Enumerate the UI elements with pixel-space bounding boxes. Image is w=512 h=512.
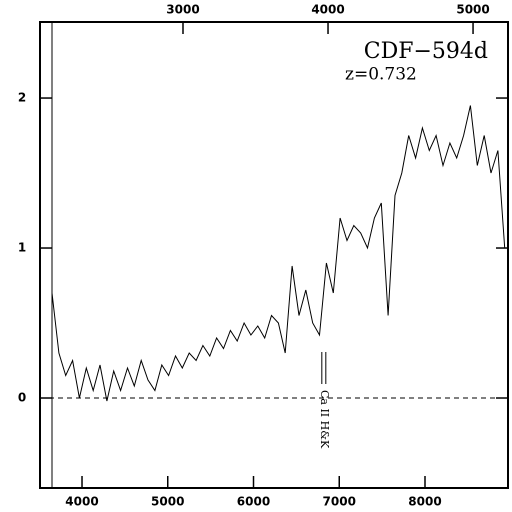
x2-tick-label: 3000: [166, 3, 199, 17]
y-tick-label: 0: [18, 391, 26, 405]
line-label: Ca II H&K: [318, 390, 331, 449]
redshift-label: z=0.732: [345, 65, 417, 85]
plot-frame: [39, 21, 509, 489]
y-tick-label: 2: [18, 91, 26, 105]
y-tick-label: 1: [18, 241, 26, 255]
spectrum-line: [51, 105, 506, 402]
x-tick-label: 7000: [323, 495, 356, 509]
x-tick-label: 8000: [408, 495, 441, 509]
x-tick-label: 5000: [151, 495, 184, 509]
chart-title: CDF−594d: [364, 39, 488, 64]
x2-tick-label: 4000: [311, 3, 344, 17]
x2-tick-label: 5000: [456, 3, 489, 17]
x-tick-label: 6000: [237, 495, 270, 509]
x-tick-label: 4000: [65, 495, 98, 509]
